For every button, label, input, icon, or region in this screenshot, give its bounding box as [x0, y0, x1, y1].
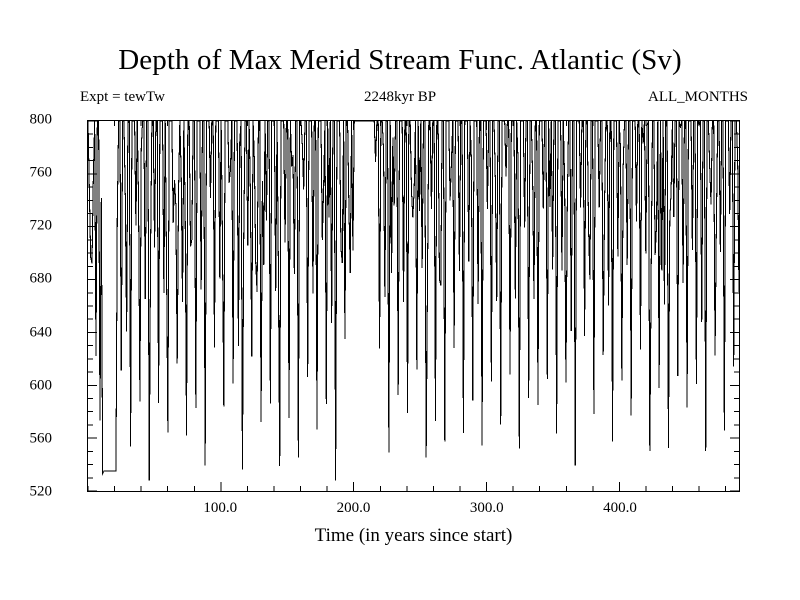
annotation-age: 2248kyr BP: [363, 89, 437, 105]
x-axis-title: Time (in years since start): [314, 525, 513, 546]
page-title: Depth of Max Merid Stream Func. Atlantic…: [118, 44, 682, 76]
y-axis-tick-label: 520: [29, 483, 53, 500]
plot-area: [87, 120, 740, 492]
y-axis-tick-label: 680: [29, 270, 53, 287]
series-line: [88, 121, 739, 481]
annotation-experiment: Expt = tewTw: [80, 89, 165, 105]
x-axis-tick-label: 200.0: [336, 500, 371, 516]
y-axis-tick-label: 720: [29, 217, 53, 234]
x-axis-tick-label: 100.0: [203, 500, 238, 516]
y-axis-tick-label: 800: [29, 111, 53, 128]
y-axis-tick-label: 600: [29, 377, 53, 394]
y-axis-tick-label: 640: [29, 324, 53, 341]
annotation-months: ALL_MONTHS: [648, 89, 748, 105]
x-axis-tick-label: 300.0: [469, 500, 504, 516]
x-axis-tick-label: 400.0: [603, 500, 637, 516]
y-axis-tick-label: 760: [29, 164, 53, 181]
y-axis-tick-label: 560: [29, 430, 53, 447]
